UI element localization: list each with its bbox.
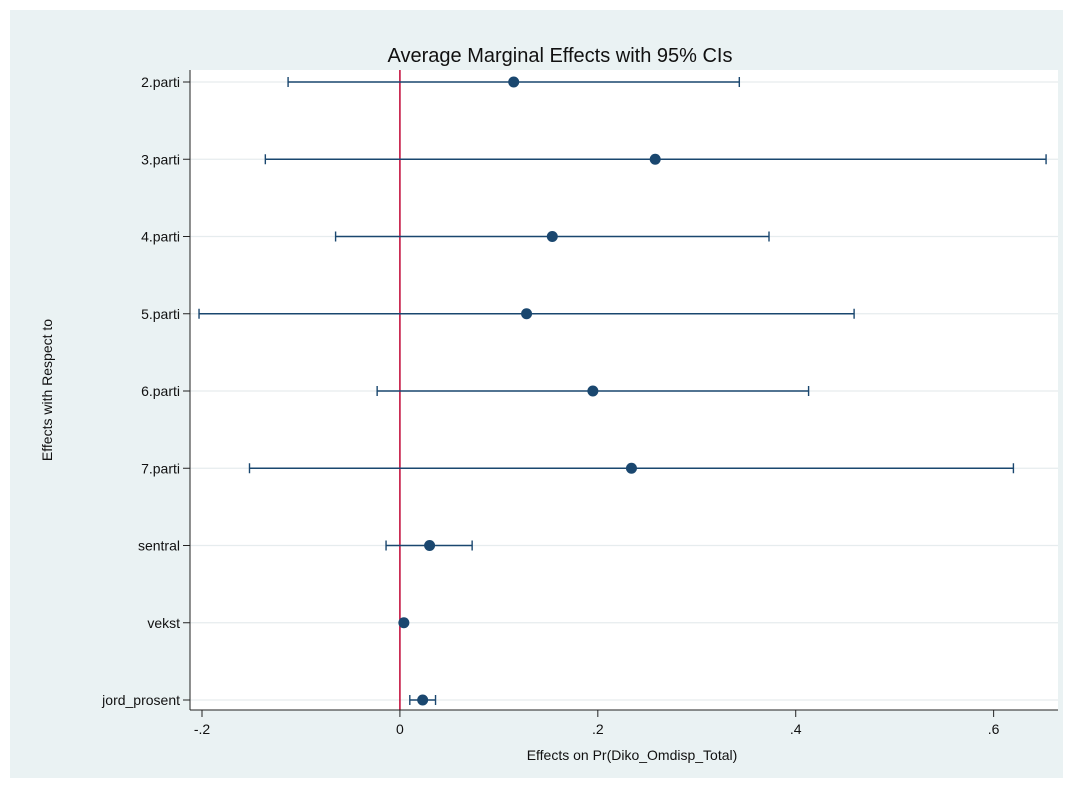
ci-group-vekst xyxy=(398,617,410,629)
ci-group-sentral xyxy=(385,540,473,551)
point-estimate xyxy=(587,385,599,397)
ci-group-4-parti xyxy=(334,231,770,242)
point-estimate xyxy=(625,462,637,474)
ci-group-6-parti xyxy=(376,385,810,397)
point-estimate xyxy=(508,76,520,88)
x-tick-label: .6 xyxy=(988,721,1000,737)
point-estimate xyxy=(546,231,558,242)
plot-area xyxy=(190,70,1058,710)
y-tick-label: 5.parti xyxy=(141,306,180,322)
y-axis-label: Effects with Respect to xyxy=(39,319,55,461)
y-tick-label: 4.parti xyxy=(141,229,180,245)
y-tick-label: jord_prosent xyxy=(101,692,180,708)
y-tick-label: 6.parti xyxy=(141,383,180,399)
y-tick-label: 3.parti xyxy=(141,151,180,167)
y-tick-label: 7.parti xyxy=(141,460,180,476)
ci-group-7-parti xyxy=(248,462,1015,474)
ci-group-2-parti xyxy=(287,76,741,88)
point-estimate xyxy=(398,617,410,629)
axes xyxy=(189,70,1058,711)
x-tick-label: .4 xyxy=(790,721,802,737)
chart-title: Average Marginal Effects with 95% CIs xyxy=(388,45,733,67)
point-estimate xyxy=(521,308,533,320)
x-tick-label: .2 xyxy=(592,721,604,737)
y-tick-label: 2.parti xyxy=(141,74,180,90)
ci-group-jord-prosent xyxy=(409,694,437,706)
x-axis-label: Effects on Pr(Diko_Omdisp_Total) xyxy=(527,747,738,763)
point-estimate xyxy=(649,153,661,165)
point-estimate xyxy=(417,694,429,706)
data-marks xyxy=(198,76,1047,706)
x-tick-label: -.2 xyxy=(194,721,211,737)
tick-labels: 2.parti 3.parti 4.parti 5.parti 6.parti 7.par… xyxy=(101,74,1000,737)
ci-group-3-parti xyxy=(264,153,1047,165)
y-tick-label: vekst xyxy=(147,615,180,631)
point-estimate xyxy=(424,540,436,551)
x-tick-label: 0 xyxy=(396,721,404,737)
ci-group-5-parti xyxy=(198,308,855,320)
y-tick-label: sentral xyxy=(138,538,180,554)
